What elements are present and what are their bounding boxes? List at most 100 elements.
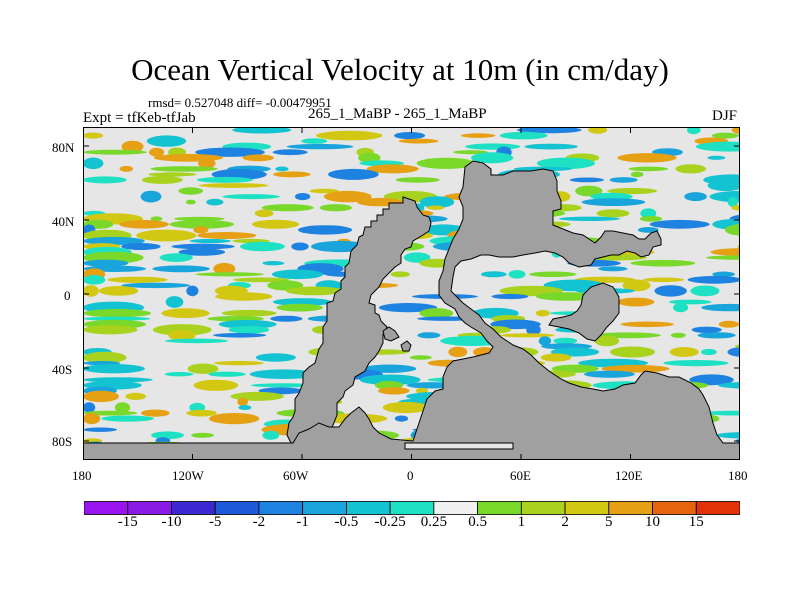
colorbar-cell bbox=[652, 501, 697, 515]
velocity-patch bbox=[140, 190, 162, 203]
velocity-patch bbox=[114, 402, 131, 413]
velocity-patch bbox=[398, 138, 439, 144]
velocity-patch bbox=[598, 266, 628, 272]
velocity-patch bbox=[121, 282, 191, 289]
velocity-patch bbox=[121, 140, 144, 153]
velocity-patch bbox=[727, 347, 740, 357]
map-title: Ocean Vertical Velocity at 10m (in cm/da… bbox=[131, 52, 669, 87]
velocity-patch bbox=[309, 188, 339, 194]
colorbar-cell bbox=[433, 501, 478, 515]
land-eurasia-africa bbox=[83, 160, 740, 460]
velocity-patch bbox=[366, 164, 419, 174]
velocity-patch bbox=[238, 405, 252, 410]
velocity-patch bbox=[141, 409, 170, 417]
velocity-patch bbox=[276, 303, 323, 312]
colorbar-cell bbox=[695, 501, 740, 515]
colorbar-label: -1 bbox=[296, 514, 309, 530]
velocity-patch bbox=[178, 187, 203, 195]
velocity-patch bbox=[711, 132, 739, 139]
velocity-patch bbox=[189, 238, 232, 244]
velocity-patch bbox=[83, 132, 103, 139]
velocity-patch bbox=[215, 292, 273, 301]
colorbar-label: 1 bbox=[517, 514, 526, 530]
velocity-patch bbox=[165, 338, 229, 344]
colorbar-cell bbox=[84, 501, 129, 515]
velocity-patch bbox=[272, 298, 333, 306]
velocity-patch bbox=[291, 242, 309, 251]
velocity-patch bbox=[697, 332, 736, 339]
colorbar bbox=[84, 501, 740, 515]
lon-label-120w: 120W bbox=[172, 468, 204, 483]
velocity-patch bbox=[121, 243, 161, 250]
velocity-patch bbox=[427, 205, 445, 210]
velocity-patch bbox=[161, 308, 210, 319]
velocity-patch bbox=[218, 319, 277, 329]
velocity-patch bbox=[270, 315, 303, 322]
land-small-island-2 bbox=[400, 340, 412, 352]
season-label: DJF bbox=[712, 108, 738, 124]
velocity-patch bbox=[378, 303, 438, 313]
velocity-patch bbox=[639, 215, 663, 222]
velocity-patch bbox=[419, 308, 454, 319]
velocity-patch bbox=[668, 299, 712, 305]
velocity-patch bbox=[271, 269, 324, 280]
velocity-patch bbox=[213, 262, 236, 275]
velocity-patch bbox=[460, 133, 496, 138]
velocity-patch bbox=[168, 329, 196, 341]
velocity-patch bbox=[171, 243, 235, 250]
lon-label-60e: 60E bbox=[510, 468, 531, 483]
velocity-patch bbox=[141, 175, 183, 184]
velocity-patch bbox=[448, 346, 468, 358]
velocity-patch bbox=[601, 364, 670, 373]
velocity-patch bbox=[526, 324, 541, 336]
colorbar-label: 0.25 bbox=[420, 514, 447, 530]
velocity-patch bbox=[395, 177, 440, 183]
velocity-patch bbox=[649, 219, 710, 229]
velocity-patch bbox=[198, 183, 269, 188]
velocity-patch bbox=[83, 176, 127, 184]
velocity-patch bbox=[208, 371, 246, 377]
velocity-patch bbox=[83, 390, 119, 403]
velocity-patch bbox=[610, 346, 655, 358]
velocity-patch bbox=[159, 253, 193, 262]
velocity-patch bbox=[185, 199, 196, 205]
velocity-patch bbox=[237, 397, 249, 406]
velocity-patch bbox=[119, 165, 133, 172]
velocity-patch bbox=[198, 158, 216, 169]
velocity-patch bbox=[213, 333, 267, 338]
velocity-patch bbox=[193, 226, 209, 234]
velocity-patch bbox=[637, 227, 659, 233]
velocity-patch bbox=[581, 198, 646, 206]
velocity-patch bbox=[707, 155, 726, 160]
velocity-patch bbox=[83, 413, 101, 425]
land-antarctic-shelf bbox=[404, 442, 514, 450]
velocity-patch bbox=[517, 127, 582, 134]
velocity-patch bbox=[251, 219, 300, 229]
velocity-patch bbox=[250, 383, 317, 388]
velocity-patch bbox=[275, 166, 289, 172]
velocity-patch bbox=[584, 370, 635, 378]
velocity-patch bbox=[107, 276, 168, 283]
velocity-patch bbox=[687, 275, 740, 284]
colorbar-label: 2 bbox=[561, 514, 569, 530]
velocity-patch bbox=[409, 355, 432, 360]
colorbar-cell bbox=[389, 501, 435, 515]
velocity-patch bbox=[209, 413, 260, 425]
velocity-patch bbox=[262, 430, 280, 440]
velocity-patch bbox=[540, 353, 572, 362]
velocity-patch bbox=[524, 143, 578, 150]
velocity-patch bbox=[152, 265, 210, 273]
velocity-patch bbox=[83, 351, 127, 364]
velocity-patch bbox=[178, 248, 226, 256]
velocity-patch bbox=[689, 374, 734, 386]
lat-label-0: 0 bbox=[64, 288, 71, 303]
velocity-patch bbox=[718, 320, 740, 328]
velocity-patch bbox=[453, 150, 488, 155]
velocity-patch bbox=[538, 336, 552, 346]
velocity-patch bbox=[221, 309, 277, 317]
lat-label-80n: 80N bbox=[52, 140, 75, 155]
velocity-patch bbox=[286, 143, 354, 150]
colorbar-label: 5 bbox=[605, 514, 613, 530]
velocity-patch bbox=[394, 132, 426, 140]
colorbar-labels: -15 -10 -5 -2 -1 -0.5 -0.25 0.25 0.5 1 2 5 10 15 bbox=[0, 514, 800, 536]
